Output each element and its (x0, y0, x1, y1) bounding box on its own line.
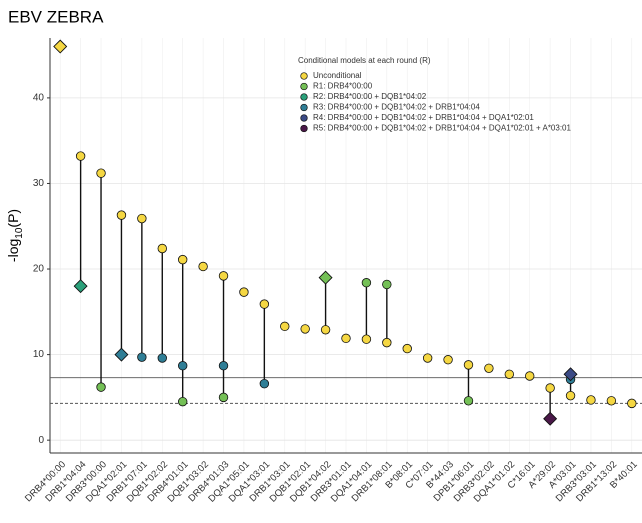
point (259, 299, 270, 309)
legend-label: R2: DRB4*00:00 + DQB1*04:02 (313, 92, 427, 101)
legend-swatch (300, 114, 308, 122)
point (280, 321, 290, 332)
legend-label: R4: DRB4*00:00 + DQB1*04:02 + DRB1*04:04… (313, 113, 534, 122)
point (422, 353, 433, 363)
point (218, 392, 229, 403)
point (157, 353, 167, 363)
point (525, 371, 535, 381)
lead-marker (73, 279, 88, 294)
point (218, 361, 229, 371)
point (320, 325, 331, 335)
point (402, 343, 412, 354)
y-label-part: -log (5, 239, 21, 262)
y-tick-label: 40 (33, 93, 45, 104)
lead-marker (114, 347, 129, 362)
point (504, 369, 515, 379)
y-label-part: 10 (14, 227, 25, 239)
point (218, 271, 229, 281)
point (382, 337, 392, 348)
point (586, 395, 596, 405)
y-axis-label: -log10(P) (5, 209, 25, 262)
point (116, 210, 127, 220)
legend-swatch (300, 124, 308, 133)
point (565, 390, 576, 401)
legend-label: Unconditional (313, 71, 362, 80)
y-label-part: (P) (5, 209, 21, 228)
legend-swatch (300, 82, 308, 91)
point (484, 363, 494, 373)
chart-title: EBV ZEBRA (8, 7, 104, 26)
legend-label: R5: DRB4*00:00 + DQB1*04:02 + DRB1*04:04… (313, 124, 572, 133)
y-tick-label: 10 (33, 349, 45, 360)
point (198, 261, 208, 272)
point (75, 151, 86, 161)
y-tick-label: 30 (33, 178, 45, 189)
legend-swatch (300, 93, 308, 101)
y-tick-label: 20 (33, 264, 45, 275)
point (177, 396, 188, 407)
point (443, 355, 453, 365)
lead-marker (318, 270, 333, 285)
point (300, 324, 310, 334)
point (259, 378, 270, 389)
point (137, 213, 147, 224)
point (177, 361, 188, 371)
point (239, 287, 249, 297)
legend-swatch (300, 72, 308, 80)
point (382, 279, 392, 290)
point (361, 334, 372, 344)
point (96, 382, 106, 392)
point (157, 243, 167, 254)
point (463, 360, 474, 370)
point (341, 333, 351, 344)
lead-marker (53, 39, 68, 54)
point (606, 396, 617, 406)
y-tick-label: 0 (38, 435, 44, 446)
legend-label: R1: DRB4*00:00 (313, 82, 373, 91)
point (361, 278, 372, 288)
point (177, 254, 188, 265)
point (545, 383, 555, 393)
point (137, 352, 147, 362)
legend-title: Conditional models at each round (R) (298, 56, 431, 65)
lead-marker (543, 411, 558, 426)
point (627, 398, 637, 409)
legend-swatch (300, 103, 308, 112)
point (463, 396, 474, 406)
lead-marker (563, 367, 578, 382)
point (96, 168, 106, 178)
legend-label: R3: DRB4*00:00 + DQB1*04:02 + DRB1*04:04 (313, 103, 480, 112)
